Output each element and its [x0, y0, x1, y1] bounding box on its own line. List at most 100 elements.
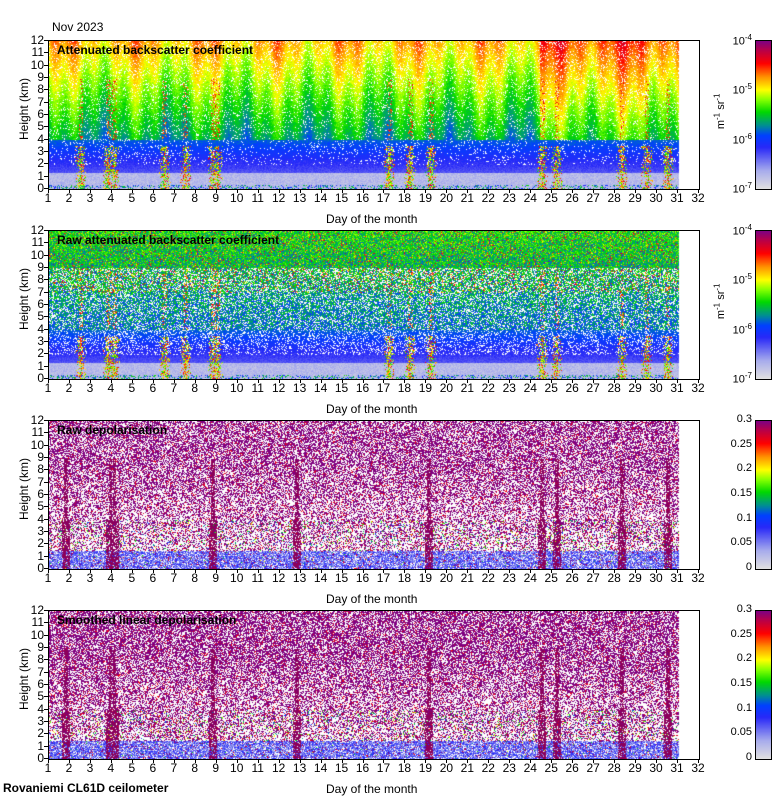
x-tick-mark: [383, 189, 385, 193]
x-tick-label: 21: [460, 571, 475, 585]
colorbar-tick-label: 0.05: [712, 726, 752, 738]
colorbar-tick-base: 0.2: [736, 462, 752, 475]
x-tick-mark: [299, 569, 301, 573]
y-tick-mark: [44, 138, 48, 140]
x-tick-mark: [68, 569, 70, 573]
x-tick-mark: [257, 569, 259, 573]
y-tick-label: 4: [37, 701, 44, 716]
x-tick-mark: [236, 759, 238, 763]
x-tick-label: 9: [212, 191, 220, 205]
colorbar-tick-label: 10-5: [712, 272, 752, 287]
x-tick-label: 30: [649, 191, 663, 205]
x-tick-label: 27: [586, 191, 600, 205]
colorbar-tick-base: 0.3: [736, 603, 752, 615]
x-tick-label: 26: [565, 761, 579, 775]
x-tick-mark: [152, 569, 154, 573]
x-tick-label: 17: [376, 761, 391, 775]
x-tick-mark: [194, 379, 196, 383]
y-tick-label: 8: [37, 652, 44, 667]
y-tick-mark: [44, 708, 48, 710]
x-tick-label: 4: [107, 381, 115, 395]
colorbar-tick-base: 0: [745, 751, 752, 763]
unit-part: sr: [715, 290, 728, 300]
x-tick-mark: [68, 379, 70, 383]
x-tick-label: 4: [107, 571, 115, 585]
x-tick-label: 2: [65, 381, 73, 395]
colorbar-tick-exponent: -4: [744, 223, 752, 232]
x-tick-mark: [194, 569, 196, 573]
x-tick-label: 17: [376, 571, 391, 585]
x-tick-label: 16: [355, 191, 370, 205]
x-tick-mark: [509, 569, 511, 573]
x-tick-label: 1: [44, 191, 52, 205]
x-tick-mark: [362, 569, 364, 573]
x-tick-label: 16: [355, 761, 370, 775]
x-tick-label: 25: [544, 761, 558, 775]
y-tick-label: 7: [37, 94, 44, 109]
colorbar-tick-exponent: -6: [744, 131, 752, 141]
x-tick-label: 23: [502, 571, 516, 585]
x-tick-label: 14: [313, 381, 328, 395]
y-tick-mark: [44, 671, 48, 673]
colorbar-tick-label: 10-7: [712, 181, 752, 196]
y-tick-mark: [44, 163, 48, 165]
x-tick-mark: [551, 379, 553, 383]
x-tick-mark: [236, 379, 238, 383]
x-tick-mark: [635, 189, 637, 193]
y-tick-label: 8: [37, 82, 44, 97]
x-tick-label: 5: [128, 571, 136, 585]
colorbar-tick-label: 0.15: [712, 487, 752, 499]
x-tick-mark: [48, 379, 49, 383]
y-tick-mark: [44, 506, 48, 508]
y-tick-mark: [44, 188, 48, 189]
x-tick-mark: [593, 569, 595, 573]
y-tick-label: 9: [37, 260, 44, 274]
colorbar-tick-label: 0: [712, 751, 752, 763]
colorbar-tick-base: 0.25: [730, 437, 752, 450]
colorbar-tick-label: 0.3: [712, 603, 752, 615]
x-tick-mark: [383, 379, 385, 383]
y-tick-label: 0: [37, 751, 44, 765]
y-tick-mark: [44, 696, 48, 698]
x-tick-label: 29: [628, 571, 642, 585]
y-tick-mark: [44, 365, 48, 367]
colorbar-tick-label: 0.05: [712, 536, 752, 548]
x-tick-mark: [362, 759, 364, 763]
y-tick-mark: [44, 494, 48, 495]
colorbar-tick-exponent: -4: [744, 33, 752, 42]
y-tick-label: 7: [37, 664, 44, 679]
x-tick-label: 2: [65, 761, 73, 775]
x-tick-mark: [89, 759, 91, 763]
x-tick-label: 17: [376, 381, 391, 395]
x-tick-label: 14: [313, 571, 328, 585]
heatmap-image: [49, 231, 699, 379]
x-tick-mark: [194, 189, 196, 193]
colorbar-tick-base: 0.2: [736, 652, 752, 665]
x-tick-label: 27: [586, 761, 600, 775]
x-tick-label: 3: [86, 191, 94, 205]
colorbar-tick-exponent: -5: [744, 272, 752, 282]
x-tick-label: 31: [670, 191, 684, 205]
panel-title: Raw attenuated backscatter coefficient: [57, 233, 280, 247]
x-tick-mark: [446, 759, 448, 763]
x-tick-mark: [656, 569, 658, 573]
y-tick-label: 10: [30, 627, 44, 642]
y-tick-mark: [44, 254, 48, 256]
y-tick-mark: [44, 733, 48, 735]
x-tick-label: 6: [149, 191, 157, 205]
y-tick-mark: [44, 518, 48, 520]
colorbar: [755, 230, 772, 380]
y-tick-mark: [44, 353, 48, 355]
y-tick-label: 1: [37, 168, 44, 183]
colorbar-tick-base: 0.05: [730, 726, 752, 739]
y-tick-label: 0: [37, 181, 44, 195]
x-tick-label: 31: [670, 571, 684, 585]
x-tick-mark: [110, 189, 112, 193]
y-tick-label: 11: [31, 235, 44, 250]
x-tick-mark: [677, 759, 679, 763]
y-tick-mark: [44, 242, 48, 244]
panel-title: Attenuated backscatter coefficient: [57, 43, 254, 57]
x-tick-mark: [341, 189, 343, 193]
y-tick-mark: [44, 758, 48, 759]
x-tick-label: 6: [149, 571, 157, 585]
